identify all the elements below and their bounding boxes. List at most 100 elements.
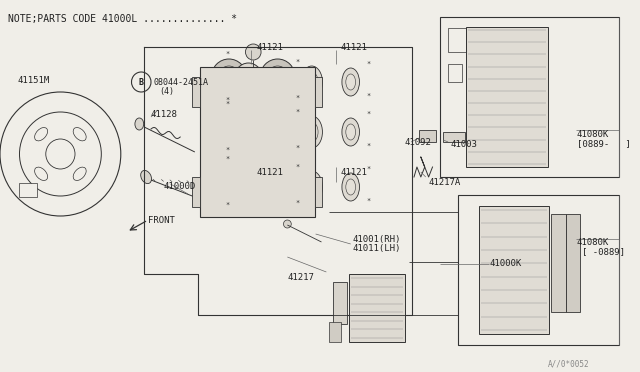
Text: *: * xyxy=(295,59,300,65)
Bar xyxy=(349,274,405,342)
Text: *: * xyxy=(226,101,230,107)
Polygon shape xyxy=(445,22,463,172)
Text: 41217A: 41217A xyxy=(429,177,461,186)
Text: 41003: 41003 xyxy=(450,140,477,148)
Text: 41000K: 41000K xyxy=(489,260,521,269)
Text: *: * xyxy=(366,143,371,149)
Ellipse shape xyxy=(135,118,144,130)
Text: 41121: 41121 xyxy=(256,167,283,176)
Text: 41121: 41121 xyxy=(341,167,368,176)
Text: *: * xyxy=(226,202,230,208)
Circle shape xyxy=(260,109,295,145)
Bar xyxy=(329,322,341,342)
Ellipse shape xyxy=(301,116,323,148)
Text: *: * xyxy=(366,198,371,204)
Ellipse shape xyxy=(239,175,258,199)
Circle shape xyxy=(211,109,246,145)
Text: 41121: 41121 xyxy=(256,42,283,51)
Polygon shape xyxy=(463,202,476,327)
Circle shape xyxy=(267,168,289,190)
Bar xyxy=(200,67,315,217)
Bar xyxy=(448,28,466,52)
Text: *: * xyxy=(226,147,230,153)
Text: [ -0889]: [ -0889] xyxy=(582,247,625,257)
Circle shape xyxy=(569,220,577,228)
Ellipse shape xyxy=(73,128,86,141)
Bar xyxy=(479,206,549,334)
Bar xyxy=(448,64,461,82)
Circle shape xyxy=(46,139,75,169)
Text: *: * xyxy=(295,109,300,115)
Ellipse shape xyxy=(305,122,318,142)
Text: (4): (4) xyxy=(159,87,174,96)
Text: [0889-   ]: [0889- ] xyxy=(577,140,630,148)
Text: *: * xyxy=(366,61,371,67)
Bar xyxy=(466,27,548,167)
Circle shape xyxy=(211,59,246,95)
Bar xyxy=(315,177,323,207)
Text: *: * xyxy=(226,51,230,57)
Text: FRONT: FRONT xyxy=(148,215,175,224)
Circle shape xyxy=(218,116,239,138)
Ellipse shape xyxy=(342,118,360,146)
Circle shape xyxy=(246,44,261,60)
Circle shape xyxy=(554,300,562,308)
Text: *: * xyxy=(366,111,371,117)
Circle shape xyxy=(19,112,101,196)
Text: 41121: 41121 xyxy=(341,42,368,51)
Bar xyxy=(315,77,323,107)
Bar xyxy=(192,77,200,107)
Circle shape xyxy=(554,220,562,228)
Text: *: * xyxy=(295,145,300,151)
Ellipse shape xyxy=(346,74,356,90)
Text: 41000D: 41000D xyxy=(164,182,196,190)
Ellipse shape xyxy=(239,120,258,144)
Circle shape xyxy=(260,59,295,95)
Circle shape xyxy=(552,25,562,35)
Text: 08044-2451A: 08044-2451A xyxy=(154,77,209,87)
Circle shape xyxy=(0,92,121,216)
Ellipse shape xyxy=(305,177,318,197)
Text: 41217: 41217 xyxy=(287,273,314,282)
Bar xyxy=(552,214,566,312)
Text: *: * xyxy=(295,200,300,206)
Bar xyxy=(333,282,347,324)
Bar xyxy=(192,177,200,207)
Ellipse shape xyxy=(346,124,356,140)
Ellipse shape xyxy=(35,167,47,180)
Text: A//0*0052: A//0*0052 xyxy=(547,359,589,369)
Circle shape xyxy=(131,72,151,92)
Circle shape xyxy=(218,66,239,88)
Bar xyxy=(566,214,580,312)
Text: 41001(RH): 41001(RH) xyxy=(353,234,401,244)
Bar xyxy=(419,130,436,142)
Ellipse shape xyxy=(35,128,47,141)
Ellipse shape xyxy=(301,171,323,203)
Text: *: * xyxy=(295,95,300,101)
Circle shape xyxy=(267,116,289,138)
Ellipse shape xyxy=(346,179,356,195)
Text: 41128: 41128 xyxy=(151,109,178,119)
Bar xyxy=(444,132,465,142)
Text: 41011(LH): 41011(LH) xyxy=(353,244,401,253)
Text: 41080K: 41080K xyxy=(577,237,609,247)
Ellipse shape xyxy=(141,170,152,183)
Ellipse shape xyxy=(239,70,258,94)
Text: 41151M: 41151M xyxy=(17,76,50,84)
Ellipse shape xyxy=(233,168,264,206)
Polygon shape xyxy=(547,22,565,172)
Text: *: * xyxy=(366,93,371,99)
Text: *: * xyxy=(295,164,300,170)
Bar xyxy=(458,195,619,345)
Text: *: * xyxy=(226,97,230,103)
Circle shape xyxy=(284,220,291,228)
Bar xyxy=(19,183,37,197)
Ellipse shape xyxy=(233,113,264,151)
Circle shape xyxy=(569,300,577,308)
Circle shape xyxy=(218,168,239,190)
Text: 41080K: 41080K xyxy=(577,129,609,138)
Circle shape xyxy=(267,66,289,88)
Ellipse shape xyxy=(342,173,360,201)
Circle shape xyxy=(260,161,295,197)
Text: *: * xyxy=(366,166,371,172)
